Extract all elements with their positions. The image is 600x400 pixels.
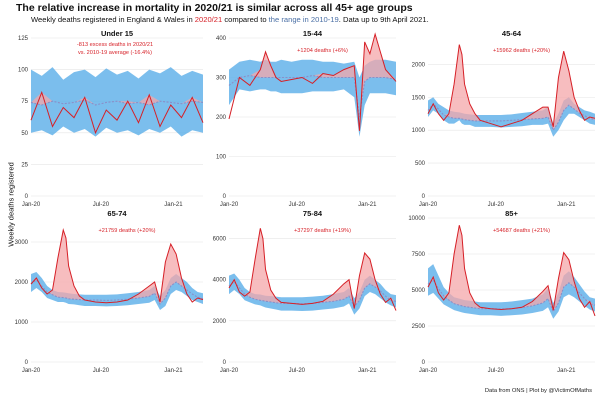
y-tick-label: 100 xyxy=(18,68,29,74)
panel-title: 85+ xyxy=(505,209,518,218)
panel-5: 0 2000 4000 6000 Jan-20 Jul-20 Jan-21 75-84 +372… xyxy=(213,209,397,374)
y-tick-label: 200 xyxy=(216,115,227,121)
y-tick-label: 50 xyxy=(21,131,28,137)
y-tick-label: 6000 xyxy=(213,237,227,243)
subtitle-pre: Weekly deaths registered in England & Wa… xyxy=(31,15,195,24)
deaths-2020-line xyxy=(228,32,397,131)
panel-title: 75-84 xyxy=(303,209,323,218)
y-tick-label: 2000 xyxy=(15,280,29,286)
y-tick-label: 7500 xyxy=(412,252,426,258)
panel-annotation: vs. 2010-19 average (-16.4%) xyxy=(78,50,152,56)
y-tick-label: 75 xyxy=(21,99,28,105)
y-tick-label: 5000 xyxy=(412,288,426,294)
panel-annotation: +1204 deaths (+6%) xyxy=(297,48,348,54)
x-tick-label: Jan-20 xyxy=(220,368,239,374)
subtitle-blue: the range in 2010-19 xyxy=(268,15,339,24)
panel-1: 0 25 50 75 100 125 Jan-20 Jul-20 Jan-21 Under 15 -… xyxy=(18,29,204,208)
x-tick-label: Jan-20 xyxy=(22,368,41,374)
panel-6: 0 2500 5000 7500 10000 Jan-20 Jul-20 Jan-21 85+ +… xyxy=(408,209,596,374)
mean-line xyxy=(30,279,204,305)
y-tick-label: 3000 xyxy=(15,240,29,246)
y-tick-label: 0 xyxy=(25,360,29,366)
panel-title: Under 15 xyxy=(101,29,133,38)
deaths-2020-line xyxy=(30,228,204,304)
panel-annotation: +21759 deaths (+20%) xyxy=(99,228,156,234)
deaths-2020-line xyxy=(228,228,397,311)
y-tick-label: 0 xyxy=(223,360,227,366)
x-tick-label: Jan-21 xyxy=(358,202,377,208)
panel-title: 45-64 xyxy=(502,29,522,38)
caption: Data from ONS | Plot by @VictimOfMaths xyxy=(484,388,592,394)
x-tick-label: Jan-21 xyxy=(358,368,377,374)
y-tick-label: 0 xyxy=(25,194,29,200)
excess-fill xyxy=(428,44,595,131)
y-tick-label: 4000 xyxy=(213,278,227,284)
x-tick-label: Jan-20 xyxy=(419,368,438,374)
x-tick-label: Jan-20 xyxy=(22,202,41,208)
panel-4: 0 1000 2000 3000 Jan-20 Jul-20 Jan-21 65-74 +217… xyxy=(15,209,204,374)
x-tick-label: Jul-20 xyxy=(93,202,110,208)
panel-annotation: +15962 deaths (+20%) xyxy=(493,48,550,54)
deaths-2020-line xyxy=(427,44,596,128)
y-tick-label: 25 xyxy=(21,162,28,168)
y-tick-label: 125 xyxy=(18,36,29,42)
y-tick-label: 500 xyxy=(415,161,426,167)
mean-line xyxy=(228,281,397,308)
y-tick-label: 2000 xyxy=(412,62,426,68)
panel-title: 65-74 xyxy=(107,209,127,218)
y-tick-label: 300 xyxy=(216,76,227,82)
x-tick-label: Jan-20 xyxy=(220,202,239,208)
range-band xyxy=(31,67,203,137)
y-tick-label: 1000 xyxy=(15,320,29,326)
y-tick-label: 2000 xyxy=(213,319,227,325)
x-tick-label: Jan-20 xyxy=(419,202,438,208)
excess-fill xyxy=(428,225,595,312)
deaths-2020-line xyxy=(427,225,596,317)
mean-line xyxy=(228,74,397,118)
y-tick-label: 2500 xyxy=(412,324,426,330)
panel-title: 15-44 xyxy=(303,29,323,38)
mean-line xyxy=(30,99,204,106)
panel-annotation: +54687 deaths (+21%) xyxy=(493,228,550,234)
y-tick-label: 0 xyxy=(223,194,227,200)
x-tick-label: Jan-21 xyxy=(164,368,183,374)
chart-subtitle: Weekly deaths registered in England & Wa… xyxy=(31,15,429,24)
x-tick-label: Jul-20 xyxy=(289,368,306,374)
mean-line xyxy=(427,103,596,132)
y-tick-label: 10000 xyxy=(408,216,425,222)
x-tick-label: Jul-20 xyxy=(488,368,505,374)
x-tick-label: Jan-21 xyxy=(164,202,183,208)
y-tick-label: 400 xyxy=(216,36,227,42)
x-tick-label: Jul-20 xyxy=(289,202,306,208)
panel-annotation: +37297 deaths (+19%) xyxy=(294,228,351,234)
deaths-2020-line xyxy=(30,90,204,135)
x-tick-label: Jul-20 xyxy=(93,368,110,374)
y-tick-label: 0 xyxy=(422,194,426,200)
x-tick-label: Jan-21 xyxy=(557,202,576,208)
panel-annotation: -813 excess deaths in 2020/21 xyxy=(77,42,153,48)
range-band xyxy=(229,273,396,315)
panel-3: 0 500 1000 1500 2000 Jan-20 Jul-20 Jan-21 45-64 +… xyxy=(412,29,596,208)
subtitle-mid: compared to xyxy=(222,15,269,24)
chart-title: The relative increase in mortality in 20… xyxy=(16,2,413,14)
y-tick-label: 1000 xyxy=(412,128,426,134)
x-tick-label: Jan-21 xyxy=(557,368,576,374)
y-tick-label: 0 xyxy=(422,360,426,366)
excess-fill xyxy=(229,228,396,307)
y-tick-label: 100 xyxy=(216,155,227,161)
subtitle-red: 2020/21 xyxy=(194,15,223,24)
x-tick-label: Jul-20 xyxy=(488,202,505,208)
excess-fill xyxy=(31,230,203,304)
y-tick-label: 1500 xyxy=(412,95,426,101)
subtitle-post: . Data up to 9th April 2021. xyxy=(338,15,429,24)
panel-2: 0 100 200 300 400 Jan-20 Jul-20 Jan-21 15-44 +120… xyxy=(216,29,397,208)
